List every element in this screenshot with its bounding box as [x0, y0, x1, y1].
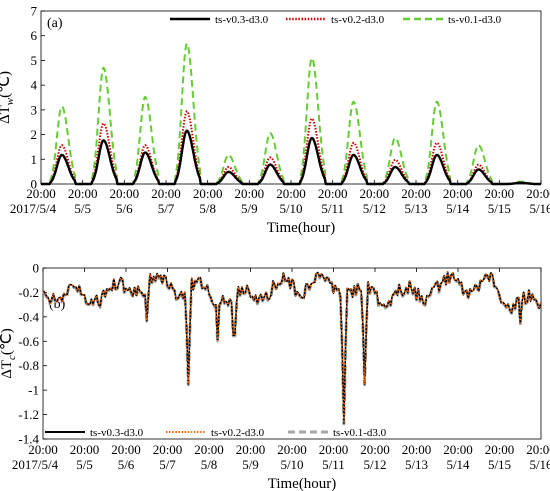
legend-label: ts-v0.3-d3.0	[215, 14, 269, 26]
y-tick-label: 3	[31, 102, 38, 117]
x-tick-date-label: 5/16	[529, 201, 550, 216]
x-tick-date-label: 5/7	[158, 201, 175, 216]
x-tick-date-label: 2017/5/4	[12, 457, 59, 472]
x-tick-date-label: 5/11	[321, 201, 344, 216]
series-line-ts-v0.3-d3.0	[40, 129, 542, 186]
y-axis-title-main: ΔT	[0, 360, 15, 379]
x-tick-time-label: 20:00	[70, 442, 100, 457]
x-tick-date-label: 5/10	[279, 201, 302, 216]
x-tick-date-label: 5/15	[488, 457, 511, 472]
chart-panel-b: 0-0.2-0.4-0.6-0.8-1-1.2-1.420:002017/5/4…	[0, 261, 550, 491]
y-tick-label: 4	[31, 78, 38, 93]
legend-label: ts-v0.1-d3.0	[448, 14, 502, 26]
legend-label: ts-v0.2-d3.0	[331, 14, 385, 26]
y-tick-label: -0.6	[18, 334, 39, 349]
series-line-ts-v0.2-d3.0	[40, 110, 542, 185]
x-tick-date-label: 5/5	[74, 201, 91, 216]
x-tick-date-label: 5/6	[116, 201, 133, 216]
x-tick-time-label: 20:00	[360, 186, 390, 201]
x-tick-date-label: 5/12	[363, 201, 386, 216]
x-axis-title: Time(hour)	[267, 220, 336, 236]
y-tick-label: 0	[33, 261, 40, 276]
y-tick-label: 0	[31, 177, 38, 192]
x-tick-time-label: 20:00	[443, 186, 473, 201]
chart-panel-a: 0123456720:002017/5/420:005/520:005/620:…	[0, 4, 550, 237]
y-axis-title-main: ΔT	[0, 105, 13, 124]
y-axis-title-sub: c	[6, 355, 18, 360]
x-tick-date-label: 5/14	[446, 457, 470, 472]
x-tick-date-label: 5/9	[242, 457, 259, 472]
y-tick-label: 1	[31, 152, 38, 167]
x-tick-time-label: 20:00	[443, 442, 473, 457]
x-tick-time-label: 20:00	[236, 442, 266, 457]
y-axis-title: ΔTw(℃)	[0, 71, 16, 124]
x-tick-time-label: 20:00	[319, 442, 349, 457]
x-tick-time-label: 20:00	[318, 186, 348, 201]
y-tick-label: 6	[31, 28, 38, 43]
plot-frame	[40, 10, 542, 185]
x-tick-date-label: 5/7	[159, 457, 176, 472]
y-tick-label: -1.4	[18, 432, 39, 447]
legend-label: ts-v0.3-d3.0	[90, 427, 144, 439]
legend-label: ts-v0.2-d3.0	[211, 427, 265, 439]
y-tick-label: -0.4	[18, 309, 39, 324]
x-tick-date-label: 2017/5/4	[10, 201, 57, 216]
x-tick-date-label: 5/8	[201, 457, 218, 472]
x-tick-time-label: 20:00	[111, 442, 141, 457]
x-tick-date-label: 5/8	[199, 201, 216, 216]
x-tick-date-label: 5/15	[488, 201, 511, 216]
x-tick-date-label: 5/9	[241, 201, 258, 216]
x-tick-time-label: 20:00	[110, 186, 140, 201]
x-tick-time-label: 20:00	[402, 442, 432, 457]
x-tick-time-label: 20:00	[28, 442, 58, 457]
x-tick-time-label: 20:00	[193, 186, 223, 201]
y-axis-title: ΔTc(℃)	[0, 328, 18, 379]
x-tick-date-label: 5/5	[76, 457, 93, 472]
y-axis-title-unit: (℃)	[0, 328, 15, 355]
x-tick-date-label: 5/13	[405, 457, 428, 472]
y-tick-label: 2	[31, 127, 38, 142]
x-tick-time-label: 20:00	[526, 442, 550, 457]
y-tick-label: 7	[31, 4, 38, 19]
series-line-ts-v0.2-d3.0	[42, 271, 542, 424]
x-tick-time-label: 20:00	[485, 442, 515, 457]
y-tick-label: -0.8	[18, 358, 39, 373]
x-tick-date-label: 5/12	[363, 457, 386, 472]
x-tick-time-label: 20:00	[485, 186, 515, 201]
series-line-ts-v0.1-d3.0	[41, 271, 543, 426]
x-tick-time-label: 20:00	[235, 186, 265, 201]
x-tick-date-label: 5/11	[322, 457, 345, 472]
x-tick-time-label: 20:00	[26, 186, 56, 201]
x-tick-time-label: 20:00	[68, 186, 98, 201]
x-axis-title: Time(hour)	[268, 476, 337, 491]
x-tick-time-label: 20:00	[526, 186, 550, 201]
y-tick-label: -1.2	[18, 407, 39, 422]
x-tick-date-label: 5/14	[446, 201, 470, 216]
panel-label: (a)	[47, 16, 63, 31]
x-tick-time-label: 20:00	[151, 186, 181, 201]
y-tick-label: -1	[28, 383, 39, 398]
legend-label: ts-v0.1-d3.0	[333, 427, 387, 439]
series-line-ts-v0.1-d3.0	[40, 42, 542, 185]
x-tick-date-label: 5/10	[280, 457, 303, 472]
x-tick-time-label: 20:00	[194, 442, 224, 457]
y-tick-label: -0.2	[18, 285, 39, 300]
x-tick-time-label: 20:00	[401, 186, 431, 201]
x-tick-date-label: 5/6	[118, 457, 135, 472]
y-axis-title-unit: (℃)	[0, 71, 13, 98]
x-tick-time-label: 20:00	[153, 442, 183, 457]
x-tick-date-label: 5/13	[404, 201, 427, 216]
y-axis-title-sub: w	[4, 97, 16, 105]
x-tick-time-label: 20:00	[276, 186, 306, 201]
x-tick-date-label: 5/16	[529, 457, 550, 472]
x-tick-time-label: 20:00	[360, 442, 390, 457]
y-tick-label: 5	[31, 53, 38, 68]
x-tick-time-label: 20:00	[277, 442, 307, 457]
